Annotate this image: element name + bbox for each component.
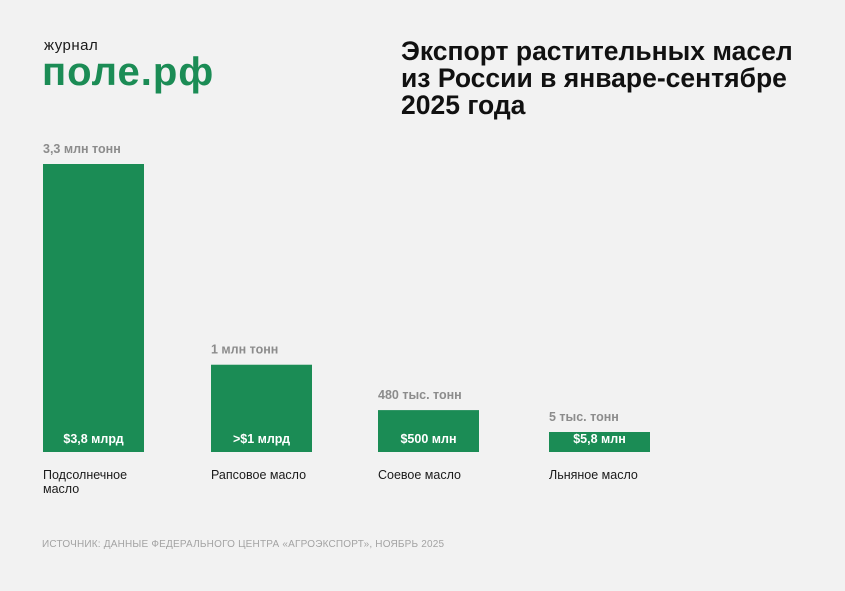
category-label: Рапсовое масло xyxy=(211,468,306,482)
bar-label: $3,8 млрд xyxy=(63,432,123,446)
source-note: ИСТОЧНИК: ДАННЫЕ ФЕДЕРАЛЬНОГО ЦЕНТРА «АГ… xyxy=(42,539,445,550)
value-label: 1 млн тонн xyxy=(211,343,278,357)
bar xyxy=(211,364,312,452)
bar-label: >$1 млрд xyxy=(233,432,290,446)
chart-title: Экспорт растительных масел из России в я… xyxy=(401,36,793,120)
category-label: Подсолнечное xyxy=(43,468,127,482)
logo-big-text: поле.рф xyxy=(42,50,215,94)
bar xyxy=(549,432,650,452)
value-label: 5 тыс. тонн xyxy=(549,410,619,424)
value-label: 480 тыс. тонн xyxy=(378,388,462,402)
value-label: 3,3 млн тонн xyxy=(43,142,121,156)
bar xyxy=(378,410,479,452)
category-label: Льняное масло xyxy=(549,468,638,482)
bar-label: $5,8 млн xyxy=(573,432,626,446)
bar-label: $500 млн xyxy=(400,432,456,446)
category-label: Соевое масло xyxy=(378,468,461,482)
logo-small-text: журнал xyxy=(44,37,99,54)
category-label: масло xyxy=(43,482,79,496)
bar xyxy=(43,164,144,452)
logo: журнал поле.рф xyxy=(42,37,215,94)
